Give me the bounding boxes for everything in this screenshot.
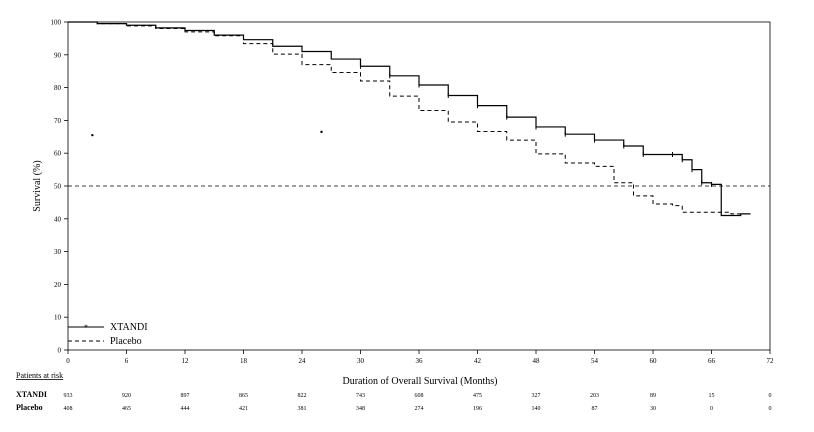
- risk-value-xtandi: 89: [650, 393, 656, 399]
- risk-value-xtandi: 475: [473, 393, 482, 399]
- scatter-point: [320, 130, 323, 134]
- risk-row-label-placebo: Placebo: [16, 403, 43, 412]
- risk-value-xtandi: 897: [181, 393, 190, 399]
- series-line-xtandi: [68, 21, 751, 217]
- risk-value-xtandi: 608: [415, 393, 424, 399]
- risk-value-xtandi: 865: [239, 393, 248, 399]
- x-tick-label: 42: [474, 357, 482, 365]
- legend-label-placebo: Placebo: [110, 336, 142, 347]
- x-tick-label: 18: [240, 357, 248, 365]
- legend: * XTANDI Placebo: [68, 322, 148, 347]
- risk-value-xtandi: 15: [709, 393, 715, 399]
- risk-table-title: Patients at risk: [16, 371, 63, 380]
- risk-value-placebo: 444: [181, 406, 190, 412]
- x-tick-label: 72: [767, 357, 775, 365]
- risk-value-placebo: 140: [532, 406, 541, 412]
- risk-value-placebo: 421: [239, 406, 248, 412]
- series-line-placebo: [68, 21, 741, 215]
- risk-value-xtandi: 203: [590, 393, 599, 399]
- risk-value-placebo: 274: [415, 406, 424, 412]
- x-tick-label: 12: [182, 357, 190, 365]
- risk-value-placebo: 465: [122, 406, 131, 412]
- risk-value-xtandi: 743: [356, 393, 365, 399]
- risk-value-placebo: 87: [592, 406, 598, 412]
- x-tick-label: 60: [650, 357, 658, 365]
- y-tick-label: 70: [54, 117, 62, 125]
- risk-value-placebo: 408: [64, 406, 73, 412]
- y-tick-label: 80: [54, 84, 62, 92]
- legend-marker-xtandi: *: [84, 323, 88, 332]
- x-tick-label: 36: [416, 357, 424, 365]
- x-tick-label: 54: [591, 357, 599, 365]
- scatter-point: [91, 133, 94, 137]
- x-axis-title: Duration of Overall Survival (Months): [343, 376, 498, 387]
- y-tick-label: 100: [51, 19, 62, 27]
- risk-value-xtandi: 0: [769, 393, 772, 399]
- y-tick-label: 0: [58, 347, 62, 355]
- legend-label-xtandi: XTANDI: [110, 322, 148, 333]
- risk-table: Patients at risk XTANDI Placebo: [16, 371, 63, 412]
- x-tick-label: 66: [708, 357, 716, 365]
- y-tick-label: 40: [54, 215, 62, 223]
- y-tick-label: 50: [54, 183, 62, 191]
- risk-value-xtandi: 920: [122, 393, 131, 399]
- risk-value-placebo: 0: [710, 406, 713, 412]
- x-tick-label: 0: [66, 357, 70, 365]
- y-tick-label: 20: [54, 281, 62, 289]
- y-tick-label: 30: [54, 248, 62, 256]
- risk-value-placebo: 0: [769, 406, 772, 412]
- risk-value-xtandi: 327: [532, 393, 541, 399]
- risk-value-xtandi: 933: [64, 393, 73, 399]
- risk-value-placebo: 348: [356, 406, 365, 412]
- y-axis-title: Survival (%): [32, 160, 43, 211]
- x-tick-label: 48: [533, 357, 541, 365]
- risk-row-label-xtandi: XTANDI: [16, 390, 47, 399]
- y-tick-label: 60: [54, 150, 62, 158]
- x-tick-label: 24: [299, 357, 307, 365]
- y-tick-label: 90: [54, 51, 62, 59]
- risk-value-placebo: 30: [650, 406, 656, 412]
- risk-value-placebo: 196: [473, 406, 482, 412]
- x-tick-label: 30: [357, 357, 365, 365]
- risk-value-placebo: 381: [298, 406, 307, 412]
- risk-value-xtandi: 822: [298, 393, 307, 399]
- x-tick-label: 6: [125, 357, 129, 365]
- y-tick-label: 10: [54, 314, 62, 322]
